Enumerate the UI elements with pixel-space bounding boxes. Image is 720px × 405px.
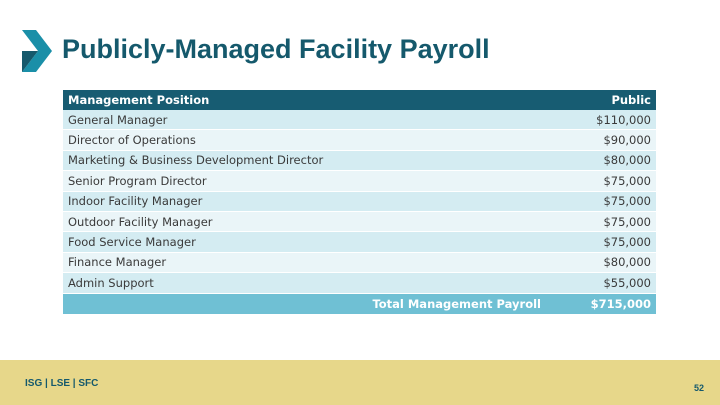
salary-cell: $75,000 xyxy=(566,231,656,253)
page-number: 52 xyxy=(693,383,704,393)
salary-cell: $75,000 xyxy=(566,170,656,192)
position-cell: Senior Program Director xyxy=(63,170,566,192)
position-cell: Outdoor Facility Manager xyxy=(63,211,566,233)
position-cell: General Manager xyxy=(63,110,566,131)
footer-bar: ISG | LSE | SFC 52 xyxy=(0,360,720,405)
salary-cell: $110,000 xyxy=(566,110,656,131)
position-cell: Indoor Facility Manager xyxy=(63,191,566,212)
salary-cell: $55,000 xyxy=(566,272,656,294)
position-cell: Director of Operations xyxy=(63,129,566,151)
payroll-table: Management Position Public General Manag… xyxy=(63,90,656,314)
table-row: Food Service Manager $75,000 xyxy=(63,231,656,253)
salary-cell: $80,000 xyxy=(566,150,656,172)
table-row: Finance Manager $80,000 xyxy=(63,252,656,274)
table-row: Indoor Facility Manager $75,000 xyxy=(63,191,656,212)
salary-cell: $75,000 xyxy=(566,191,656,212)
table-row: Outdoor Facility Manager $75,000 xyxy=(63,211,656,233)
salary-cell: $90,000 xyxy=(566,129,656,151)
table-row: Senior Program Director $75,000 xyxy=(63,170,656,192)
table-row: General Manager $110,000 xyxy=(63,110,656,131)
payroll-table-container: Management Position Public General Manag… xyxy=(63,90,656,314)
position-cell: Finance Manager xyxy=(63,252,566,274)
salary-cell: $80,000 xyxy=(566,252,656,274)
total-label: Total Management Payroll xyxy=(63,293,566,314)
table-row: Marketing & Business Development Directo… xyxy=(63,150,656,172)
table-row: Director of Operations $90,000 xyxy=(63,129,656,151)
position-cell: Admin Support xyxy=(63,272,566,294)
salary-cell: $75,000 xyxy=(566,211,656,233)
table-header-row: Management Position Public xyxy=(63,90,656,110)
total-value: $715,000 xyxy=(566,293,656,314)
position-cell: Marketing & Business Development Directo… xyxy=(63,150,566,172)
table-row: Admin Support $55,000 xyxy=(63,272,656,294)
position-cell: Food Service Manager xyxy=(63,231,566,253)
page-title: Publicly-Managed Facility Payroll xyxy=(62,34,490,64)
total-row: Total Management Payroll $715,000 xyxy=(63,293,656,314)
column-header-public: Public xyxy=(566,90,656,110)
chevron-logo-icon xyxy=(22,30,52,72)
column-header-position: Management Position xyxy=(63,90,566,110)
footer-brand: ISG | LSE | SFC xyxy=(25,378,99,389)
